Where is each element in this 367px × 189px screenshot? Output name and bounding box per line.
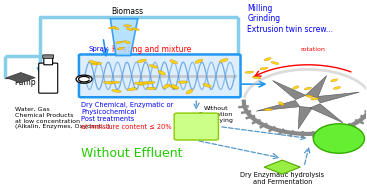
FancyBboxPatch shape: [79, 54, 240, 97]
Text: Dry Enzymatic hydrolysis
and Fermentation: Dry Enzymatic hydrolysis and Fermentatio…: [240, 172, 324, 185]
Ellipse shape: [245, 71, 254, 73]
Ellipse shape: [163, 84, 170, 89]
Ellipse shape: [293, 86, 299, 89]
Ellipse shape: [178, 81, 188, 83]
FancyBboxPatch shape: [43, 55, 54, 58]
Ellipse shape: [333, 87, 341, 89]
Text: Biofuels: Biofuels: [321, 134, 357, 143]
Ellipse shape: [127, 88, 137, 91]
Ellipse shape: [112, 89, 121, 92]
Text: rotation: rotation: [301, 47, 326, 52]
Polygon shape: [305, 76, 327, 98]
Ellipse shape: [124, 41, 130, 44]
Text: Pump: Pump: [15, 78, 36, 87]
Polygon shape: [264, 160, 300, 174]
Ellipse shape: [137, 59, 146, 63]
Ellipse shape: [145, 81, 155, 84]
Circle shape: [76, 75, 92, 83]
FancyBboxPatch shape: [39, 63, 58, 93]
Ellipse shape: [331, 79, 338, 82]
Ellipse shape: [134, 82, 144, 84]
Polygon shape: [298, 107, 312, 129]
Ellipse shape: [311, 98, 319, 100]
Text: Water, Gas
Chemical Products
at low concentration
(Alkalin, Enzymes, Oxydant...): Water, Gas Chemical Products at low conc…: [15, 107, 109, 129]
Ellipse shape: [109, 81, 120, 84]
Text: at moisture content ≤ 20%: at moisture content ≤ 20%: [81, 125, 172, 130]
Ellipse shape: [279, 102, 284, 105]
Ellipse shape: [146, 87, 156, 90]
Ellipse shape: [149, 65, 158, 68]
Ellipse shape: [170, 60, 178, 64]
Ellipse shape: [171, 85, 179, 89]
Text: Spray: Spray: [88, 46, 109, 52]
Ellipse shape: [186, 90, 193, 94]
Ellipse shape: [103, 81, 113, 84]
Text: Milling
Grinding
Extrusion twin screw...: Milling Grinding Extrusion twin screw...: [247, 4, 334, 34]
Text: Vis: Vis: [79, 75, 89, 81]
Ellipse shape: [271, 62, 279, 64]
FancyBboxPatch shape: [44, 57, 52, 65]
Ellipse shape: [158, 70, 165, 75]
Ellipse shape: [305, 95, 313, 98]
Ellipse shape: [109, 27, 116, 29]
Polygon shape: [7, 73, 35, 83]
Polygon shape: [316, 92, 359, 103]
Ellipse shape: [264, 58, 271, 61]
FancyBboxPatch shape: [174, 113, 218, 140]
Ellipse shape: [260, 67, 268, 70]
Ellipse shape: [195, 59, 203, 63]
Polygon shape: [256, 100, 300, 111]
Text: Heating and mixture: Heating and mixture: [112, 45, 192, 54]
Polygon shape: [310, 104, 343, 123]
Ellipse shape: [219, 59, 228, 62]
Ellipse shape: [112, 27, 119, 30]
Text: Without Effluent: Without Effluent: [81, 147, 183, 160]
Polygon shape: [110, 19, 138, 56]
Text: Dry Chemical, Enzymatic or
Physicochemical
Post treatments: Dry Chemical, Enzymatic or Physicochemic…: [81, 102, 174, 122]
Ellipse shape: [264, 109, 272, 111]
Ellipse shape: [252, 77, 261, 79]
Ellipse shape: [139, 82, 148, 85]
Ellipse shape: [126, 28, 133, 31]
Polygon shape: [273, 81, 306, 100]
Ellipse shape: [117, 47, 124, 50]
Text: Biomass: Biomass: [111, 7, 143, 16]
Text: Without
Separation
and Drying: Without Separation and Drying: [198, 106, 233, 123]
Ellipse shape: [313, 124, 364, 153]
Ellipse shape: [92, 62, 102, 65]
Ellipse shape: [203, 84, 211, 87]
Ellipse shape: [89, 61, 98, 64]
Ellipse shape: [304, 87, 312, 90]
Ellipse shape: [132, 28, 139, 30]
Ellipse shape: [123, 25, 131, 27]
Ellipse shape: [116, 41, 123, 43]
Ellipse shape: [170, 85, 178, 89]
